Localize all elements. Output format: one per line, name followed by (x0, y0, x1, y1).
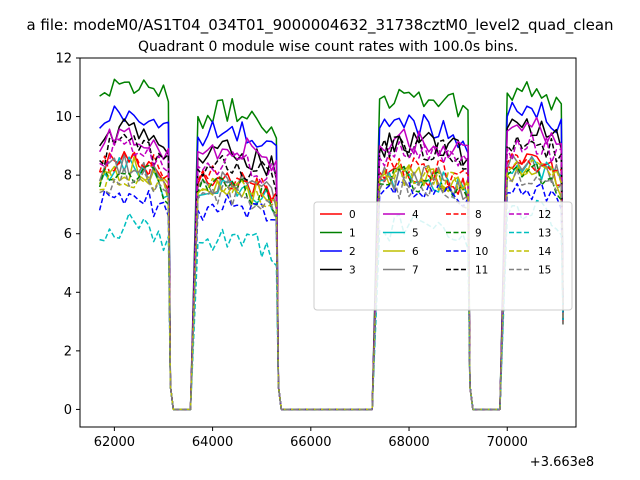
legend-label-15: 15 (538, 265, 551, 277)
legend-label-5: 5 (412, 228, 419, 240)
x-offset-label: +3.663e8 (530, 455, 594, 470)
legend-label-6: 6 (412, 246, 419, 258)
y-tick-label: 8 (64, 169, 72, 184)
legend-label-10: 10 (475, 246, 488, 258)
axes-title: Quadrant 0 module wise count rates with … (138, 39, 518, 55)
y-axis: 0 2 4 6 8 10 12 (55, 52, 80, 418)
legend-label-8: 8 (475, 209, 482, 221)
plot-lines (98, 78, 564, 411)
y-tick-label: 4 (64, 286, 72, 301)
legend-label-14: 14 (538, 246, 552, 258)
legend-label-7: 7 (412, 265, 419, 277)
y-tick-label: 12 (55, 52, 72, 67)
y-tick-label: 0 (64, 403, 72, 418)
x-tick-label: 70000 (487, 435, 528, 450)
x-tick-label: 66000 (290, 435, 331, 450)
legend-label-3: 3 (349, 265, 356, 277)
legend-label-2: 2 (349, 246, 356, 258)
figure-suptitle: a file: modeM0/AS1T04_034T01_9000004632_… (26, 16, 613, 35)
x-tick-label: 64000 (192, 435, 233, 450)
x-tick-label: 68000 (388, 435, 429, 450)
legend-label-11: 11 (475, 265, 488, 277)
series-line-15 (99, 166, 564, 411)
x-axis: 62000 64000 66000 68000 70000 (94, 427, 528, 450)
series-line-9 (98, 162, 564, 411)
legend-label-13: 13 (538, 228, 551, 240)
legend-box (313, 201, 573, 311)
legend-label-0: 0 (349, 209, 356, 221)
legend-label-4: 4 (412, 209, 419, 221)
legend-label-1: 1 (349, 228, 356, 240)
y-tick-label: 2 (64, 344, 72, 359)
y-tick-label: 6 (64, 227, 72, 242)
x-tick-label: 62000 (94, 435, 135, 450)
legend-label-9: 9 (475, 228, 482, 240)
y-tick-label: 10 (55, 110, 72, 125)
axes-frame (79, 57, 577, 428)
legend-label-12: 12 (538, 209, 551, 221)
